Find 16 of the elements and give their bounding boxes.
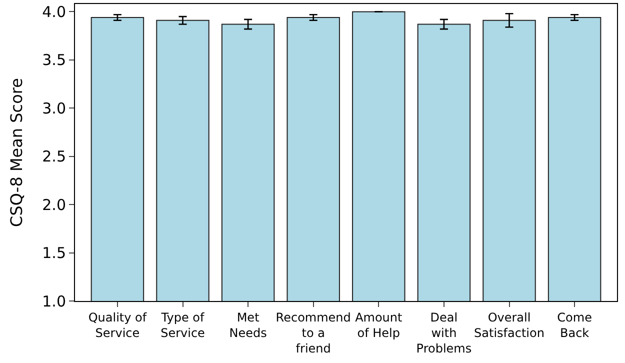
x-tick-label: Met Needs [229, 310, 267, 340]
y-tick-label: 3.0 [42, 99, 66, 118]
x-tick-label: Come Back [557, 310, 592, 340]
x-tick-label: Deal with Problems [416, 310, 472, 356]
y-tick-label: 1.0 [42, 292, 66, 310]
y-tick-label: 2.0 [42, 196, 66, 214]
y-axis-title: CSQ-8 Mean Score [7, 78, 26, 227]
x-tick-label: Type of Service [160, 310, 205, 340]
y-tick-label: 3.5 [42, 51, 66, 70]
x-tick-label: Quality of Service [88, 310, 148, 340]
y-tick-label: 1.5 [42, 244, 66, 262]
x-tick-label: Amount of Help [355, 310, 403, 340]
y-tick-label: 2.5 [42, 148, 66, 166]
x-tick-label: Overall Satisfaction [474, 310, 544, 340]
x-tick-label: Recommend to a friend [276, 310, 351, 356]
y-tick-label: 4.0 [42, 2, 66, 21]
